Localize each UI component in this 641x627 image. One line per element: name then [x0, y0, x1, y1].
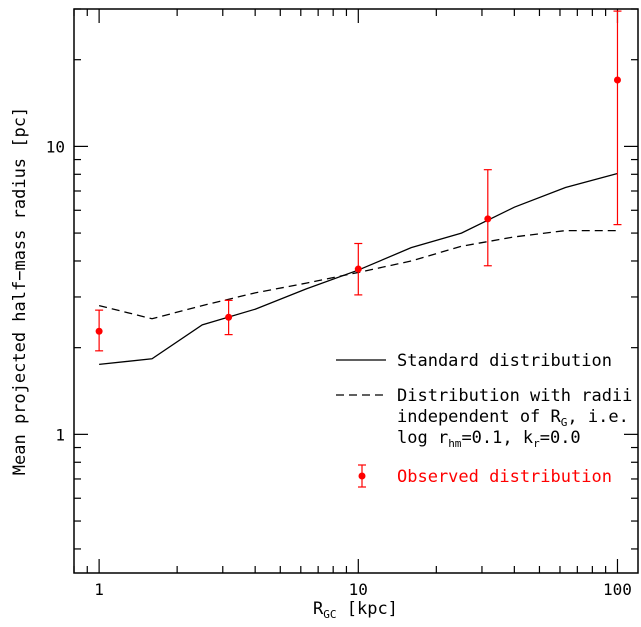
legend: Standard distribution Distribution with … [336, 351, 632, 488]
legend-dashed-label-line2: independent of RG, i.e. [397, 407, 629, 429]
minor-ticks [73, 8, 638, 573]
tick-labels: 1 10 100 1 10 [46, 137, 632, 599]
x-axis-label-unit: [kpc] [337, 599, 398, 619]
legend-observed-label: Observed distribution [397, 467, 612, 487]
observed-point [613, 76, 621, 84]
x-tick-label: 10 [349, 580, 368, 599]
x-axis-label-main: R [313, 599, 324, 619]
legend-dashed-label-line3: log rhm=0.1, kr=0.0 [397, 428, 581, 450]
observed-point [484, 215, 492, 223]
observed-point [225, 313, 233, 321]
legend-dashed-line3-sub2: r [533, 437, 540, 450]
legend-dashed-line3-b: =0.1, k [461, 428, 533, 448]
legend-dashed-line3-a: log r [397, 428, 448, 448]
series-layer [95, 10, 622, 366]
legend-dashed-line3-c: =0.0 [540, 428, 581, 448]
legend-dashed-line2-pre: independent of R [397, 407, 562, 427]
plot-frame [73, 8, 639, 574]
legend-observed-point [358, 472, 366, 480]
legend-observed-marker [358, 464, 366, 488]
legend-dashed-line2-sub: G [561, 416, 568, 429]
x-axis-label-sub: GC [323, 608, 336, 621]
y-tick-label: 1 [55, 425, 65, 444]
y-tick-label: 10 [46, 137, 65, 156]
observed-point [95, 327, 103, 335]
x-tick-label: 100 [603, 580, 632, 599]
major-ticks [74, 9, 638, 573]
y-axis-label: Mean projected half−mass radius [pc] [10, 107, 30, 475]
legend-dashed-label-line1: Distribution with radii [397, 386, 632, 406]
x-axis-label: RGC [kpc] [313, 599, 398, 621]
x-tick-label: 1 [94, 580, 104, 599]
observed-point [354, 265, 362, 273]
legend-dashed-line3-sub1: hm [448, 437, 462, 450]
legend-dashed-line2-post: , i.e. [567, 407, 628, 427]
legend-standard-label: Standard distribution [397, 351, 612, 371]
